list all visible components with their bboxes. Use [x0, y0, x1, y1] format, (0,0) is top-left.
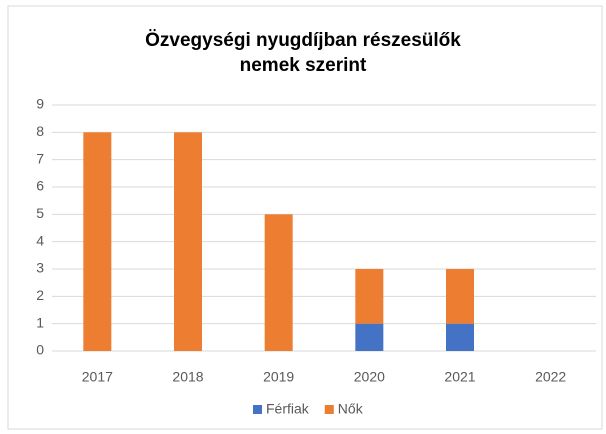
y-tick-label: 3	[36, 260, 44, 276]
legend-label: Nők	[338, 401, 364, 417]
x-tick-label: 2020	[354, 369, 385, 385]
y-tick-label: 9	[36, 96, 44, 112]
y-tick-label: 1	[36, 314, 44, 330]
y-tick-label: 0	[36, 342, 44, 358]
x-tick-label: 2019	[263, 369, 294, 385]
y-tick-label: 2	[36, 287, 44, 303]
bar-segment	[355, 323, 384, 351]
bar-segment	[83, 132, 112, 351]
y-tick-label: 8	[36, 123, 44, 139]
legend-swatch	[324, 405, 334, 414]
legend-swatch	[253, 405, 262, 414]
bar-segment	[264, 214, 293, 351]
chart-title: Özvegységi nyugdíjban részesülők nemek s…	[145, 30, 461, 76]
y-tick-label: 7	[36, 150, 44, 166]
y-tick-label: 6	[36, 178, 44, 194]
bar-segment	[446, 269, 474, 324]
y-tick-label: 5	[36, 205, 44, 221]
bar-segment	[446, 323, 474, 351]
y-tick-label: 4	[36, 232, 44, 248]
x-tick-label: 2017	[82, 369, 113, 385]
legend-label: Férfiak	[266, 401, 310, 417]
x-tick-label: 2022	[535, 369, 566, 385]
bar-segment	[174, 132, 202, 351]
x-tick-label: 2018	[172, 369, 203, 385]
bar-segment	[355, 269, 384, 324]
x-tick-label: 2021	[444, 369, 475, 385]
